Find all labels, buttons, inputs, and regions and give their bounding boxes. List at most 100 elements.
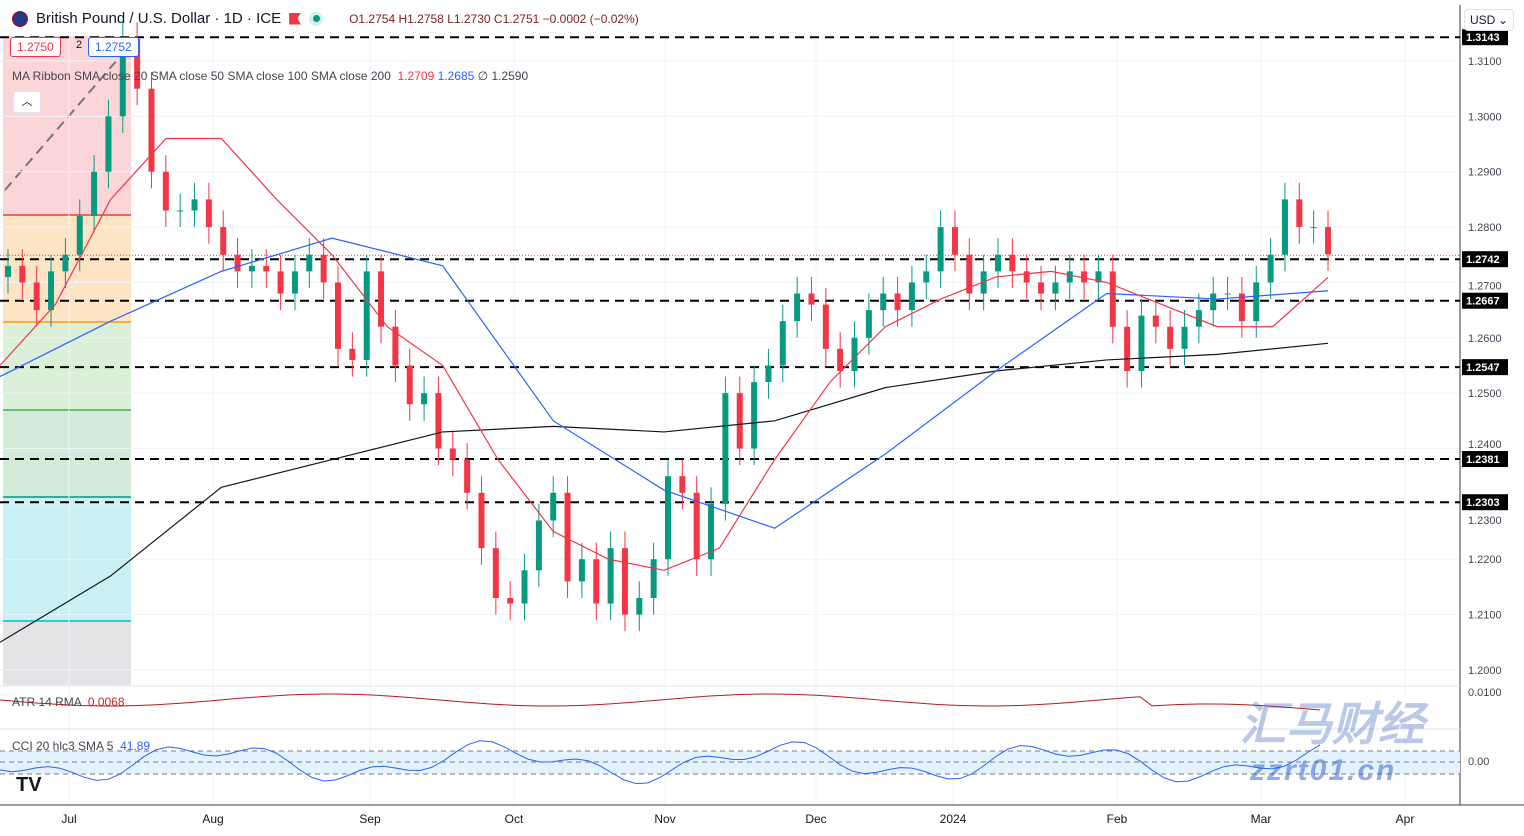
candle-body: [1009, 254, 1016, 272]
candle-body: [277, 271, 284, 294]
candle-body: [134, 38, 141, 89]
flag-icon[interactable]: [289, 12, 302, 25]
atr-label: ATR 14 RMA: [12, 695, 82, 709]
legend-label: MA Ribbon SMA close 20 SMA close 50 SMA …: [12, 69, 391, 83]
candle-body: [148, 88, 155, 172]
candle-body: [177, 210, 184, 212]
candle-body: [1124, 326, 1131, 372]
candle-body: [794, 293, 801, 322]
ma-ribbon-legend[interactable]: MA Ribbon SMA close 20 SMA close 50 SMA …: [12, 69, 528, 83]
collapse-legend-button[interactable]: ︿: [13, 91, 41, 113]
chevron-down-icon: ⌄: [1497, 13, 1508, 27]
candle-body: [1109, 271, 1116, 327]
y-tick-label: 1.2500: [1468, 388, 1502, 400]
candle-body: [880, 293, 887, 311]
candle-body: [105, 116, 112, 172]
level-price-label: 1.2381: [1466, 454, 1500, 466]
candle-body: [234, 254, 241, 272]
candle-body: [521, 570, 528, 604]
candle-body: [923, 271, 930, 283]
sell-price-button[interactable]: 1.2750: [10, 37, 61, 57]
candle-body: [894, 293, 901, 311]
cci-axis-label: 0.00: [1468, 756, 1490, 768]
tradingview-logo[interactable]: TV: [16, 774, 42, 796]
level-price-tag: [1462, 29, 1508, 46]
y-tick-label: 1.2400: [1468, 439, 1502, 451]
candle-body: [1167, 326, 1174, 349]
candle-body: [349, 348, 356, 360]
candle-body: [665, 476, 671, 560]
candle-body: [76, 216, 83, 255]
candle-body: [19, 265, 26, 283]
candle-body: [1267, 254, 1274, 283]
candle-body: [908, 282, 915, 311]
candle-body: [607, 548, 614, 604]
candle-body: [621, 548, 628, 615]
symbol-title[interactable]: British Pound / U.S. Dollar · 1D · ICE: [36, 10, 282, 27]
x-tick-label: Jul: [61, 812, 76, 826]
x-tick-label: Sep: [359, 812, 381, 826]
candle-body: [1066, 271, 1073, 283]
candle-body: [478, 492, 485, 549]
candle-body: [248, 265, 255, 272]
level-price-tag: [1462, 359, 1508, 376]
candle-body: [535, 520, 542, 571]
candle-body: [5, 265, 11, 277]
atr-legend[interactable]: ATR 14 RMA 0.0068: [12, 695, 125, 709]
candle-body: [865, 310, 872, 338]
spread-value: 2: [76, 39, 83, 51]
candle-body: [263, 265, 270, 272]
candle-body: [1253, 282, 1260, 322]
candle-body: [751, 382, 758, 449]
currency-select[interactable]: USD ⌄: [1464, 9, 1514, 31]
candle-body: [550, 492, 557, 521]
candle-body: [392, 326, 399, 366]
buy-price-button[interactable]: 1.2752: [88, 37, 139, 57]
candle-body: [851, 337, 858, 372]
y-tick-label: 1.2100: [1468, 610, 1502, 622]
candle-body: [1095, 271, 1102, 283]
candle-body: [406, 365, 413, 405]
low-value: L1.2730: [447, 11, 491, 26]
gbp-flag-icon: [12, 10, 28, 27]
candle-body: [679, 476, 686, 493]
candle-body: [937, 227, 944, 272]
fib-zone: [3, 322, 131, 410]
cci-label: CCI 20 hlc3 SMA 5: [12, 739, 114, 753]
candle-body: [736, 393, 743, 449]
atr-value: 0.0068: [87, 695, 125, 709]
cci-legend[interactable]: CCI 20 hlc3 SMA 5 41.89: [12, 739, 150, 753]
level-price-tag: [1462, 251, 1508, 268]
watermark-url: zzrt01.cn: [1250, 754, 1397, 787]
sma50-line: [0, 237, 1329, 529]
y-tick-label: 1.2300: [1468, 515, 1502, 527]
open-value: O1.2754: [349, 11, 396, 26]
sma50-value: 1.2685: [437, 69, 475, 83]
level-price-label: 1.2547: [1466, 362, 1500, 374]
fib-zone: [3, 410, 131, 497]
candle-body: [191, 199, 198, 211]
level-price-label: 1.2742: [1466, 254, 1500, 266]
candle-body: [693, 492, 700, 560]
candle-body: [220, 227, 227, 255]
candle-body: [1325, 227, 1331, 255]
candle-body: [1138, 315, 1145, 372]
candle-body: [1238, 293, 1245, 322]
candle-body: [593, 559, 600, 604]
candle-body: [421, 393, 428, 405]
close-value: C1.2751: [493, 11, 540, 26]
candle-body: [564, 492, 571, 582]
sma20-value: 1.2709: [397, 69, 435, 83]
y-tick-label: 1.2700: [1468, 281, 1502, 293]
level-price-tag: [1462, 292, 1508, 309]
candle-body: [1281, 199, 1288, 255]
candle-body: [1195, 310, 1202, 327]
x-tick-label: Dec: [805, 812, 826, 826]
level-price-label: 1.2303: [1466, 497, 1500, 509]
candle-body: [779, 321, 786, 366]
candle-body: [636, 597, 643, 615]
candle-body: [966, 254, 973, 294]
sma100-value: ∅: [477, 69, 489, 83]
candle-body: [1181, 326, 1188, 349]
